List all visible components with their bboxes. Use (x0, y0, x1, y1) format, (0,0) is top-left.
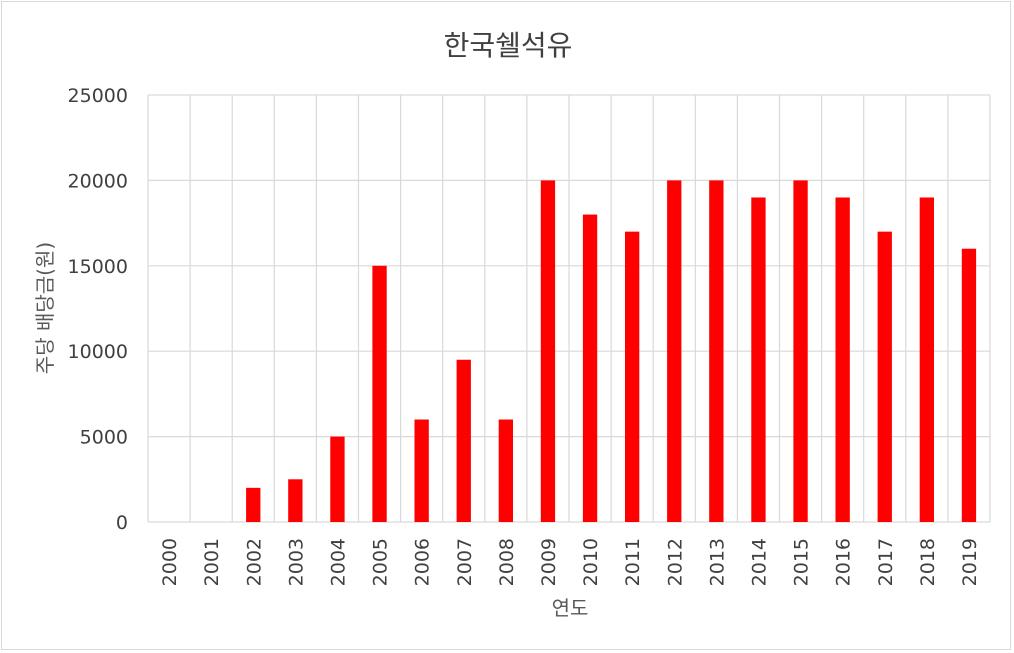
y-tick-label: 15000 (68, 256, 128, 278)
x-tick-label: 2010 (580, 538, 602, 586)
bar-2019 (961, 248, 977, 522)
x-tick-label: 2003 (285, 538, 307, 586)
bar-2009 (540, 180, 556, 522)
x-tick-label: 2012 (664, 538, 686, 586)
bars (246, 180, 977, 523)
x-tick-label: 2013 (706, 538, 728, 586)
x-tick-label: 2016 (833, 538, 855, 586)
bar-2003 (288, 479, 303, 522)
x-tick-label: 2005 (370, 538, 392, 586)
x-tick-label: 2006 (412, 538, 434, 586)
bar-2010 (582, 214, 598, 522)
x-tick-label: 2018 (917, 538, 939, 586)
bar-2006 (414, 419, 429, 522)
bar-2004 (330, 436, 345, 522)
y-tick-label: 5000 (80, 427, 128, 449)
x-tick-label: 2007 (454, 538, 476, 586)
x-tick-label: 2015 (791, 538, 813, 586)
bar-2013 (709, 180, 724, 522)
bar-2012 (667, 180, 682, 522)
bar-2016 (835, 197, 850, 523)
x-tick-label: 2019 (959, 538, 981, 586)
x-axis-label: 연도 (552, 596, 589, 620)
x-tick-label: 2008 (496, 538, 518, 586)
x-ticks: 2000 2001 2002 2003 2004 2005 2006 2007 2008 2009… (159, 538, 981, 586)
bar-2017 (877, 231, 892, 522)
bar-2015 (793, 180, 808, 522)
bar-2002 (246, 487, 261, 522)
x-tick-label: 2002 (243, 538, 265, 586)
x-tick-label: 2004 (327, 538, 349, 586)
y-tick-label: 0 (116, 512, 128, 534)
bar-2008 (498, 419, 514, 522)
y-tick-label: 25000 (68, 85, 128, 107)
x-tick-label: 2011 (622, 538, 644, 586)
y-ticks: 0 5000 10000 15000 20000 25000 (68, 85, 128, 534)
chart-title: 한국쉘석유 (444, 29, 573, 62)
x-tick-label: 2000 (159, 538, 181, 586)
x-tick-label: 2017 (875, 538, 897, 586)
y-tick-label: 10000 (68, 341, 128, 363)
x-tick-label: 2001 (201, 538, 223, 586)
bar-2011 (624, 231, 640, 522)
y-tick-label: 20000 (68, 170, 128, 192)
bar-2005 (372, 265, 387, 522)
x-tick-label: 2009 (538, 538, 560, 586)
bar-2007 (456, 359, 471, 522)
bar-2018 (919, 197, 935, 523)
x-tick-label: 2014 (748, 538, 770, 586)
bar-2014 (751, 197, 766, 523)
y-axis-label: 주당 배당금(원) (33, 242, 57, 374)
grid (147, 94, 991, 523)
